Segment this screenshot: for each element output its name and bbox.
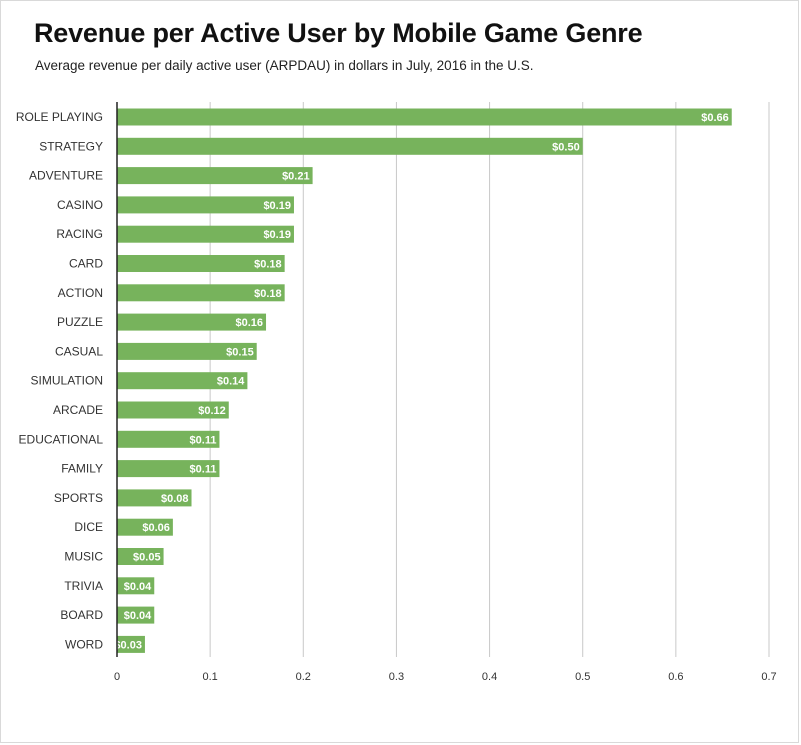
bar: [117, 518, 173, 536]
data-label: $0.11: [190, 464, 217, 476]
category-label: EDUCATIONAL: [19, 432, 104, 446]
category-label: SPORTS: [54, 491, 103, 505]
category-label: STRATEGY: [39, 139, 103, 153]
bars: $0.66 $0.50 $0.21 $0.19 $0.19 $0.18 $0.18 $0.16…: [114, 108, 732, 653]
data-label: $0.12: [198, 405, 226, 417]
category-label: DICE: [74, 520, 103, 534]
data-label: $0.19: [263, 200, 291, 212]
bar: [117, 167, 313, 185]
bar: [117, 342, 257, 360]
bar: [117, 460, 220, 478]
bar: [117, 284, 285, 302]
x-tick-label: 0.7: [761, 671, 776, 683]
bar: [117, 225, 294, 243]
category-label: ROLE PLAYING: [16, 110, 103, 124]
x-tick-label: 0.6: [668, 671, 683, 683]
x-tick-label: 0.5: [575, 671, 590, 683]
bar: [117, 489, 192, 507]
bar: [117, 577, 155, 595]
category-label: SIMULATION: [31, 374, 103, 388]
category-label: MUSIC: [64, 550, 103, 564]
x-tick-label: 0: [114, 671, 120, 683]
data-label: $0.04: [124, 610, 152, 622]
bar: [117, 108, 732, 126]
bar: [117, 255, 285, 272]
data-label: $0.66: [701, 112, 729, 124]
bar: [117, 401, 229, 419]
data-label: $0.50: [552, 141, 580, 153]
x-tick-label: 0.1: [202, 671, 217, 683]
data-label: $0.14: [217, 376, 245, 388]
data-label: $0.19: [263, 229, 291, 241]
chart-title: Revenue per Active User by Mobile Game G…: [34, 18, 643, 48]
data-label: $0.03: [114, 639, 142, 651]
category-label: ARCADE: [53, 403, 103, 417]
category-label: CASUAL: [55, 344, 103, 358]
category-label: BOARD: [60, 608, 103, 622]
bar: [117, 137, 583, 155]
x-tick-label: 0.4: [482, 671, 497, 683]
bar: [117, 196, 294, 214]
data-label: $0.18: [254, 259, 282, 271]
x-tick-label: 0.2: [296, 671, 311, 683]
category-labels: ROLE PLAYING STRATEGY ADVENTURE CASINO RACIN…: [16, 110, 103, 651]
category-label: WORD: [65, 637, 103, 651]
data-label: $0.15: [226, 346, 254, 358]
category-label: CARD: [69, 257, 103, 271]
bar: [117, 606, 155, 624]
data-label: $0.08: [161, 493, 189, 505]
bar: [117, 430, 220, 448]
bar: [117, 313, 267, 331]
chart-subtitle: Average revenue per daily active user (A…: [35, 58, 534, 73]
x-tick-label: 0.3: [389, 671, 404, 683]
category-label: PUZZLE: [57, 315, 103, 329]
gridlines: [209, 102, 770, 657]
bar: [117, 372, 248, 390]
data-label: $0.05: [133, 552, 161, 564]
category-label: RACING: [56, 227, 103, 241]
data-label: $0.11: [190, 434, 217, 446]
bar: [117, 635, 145, 653]
category-label: CASINO: [57, 198, 103, 212]
data-label: $0.06: [142, 522, 170, 534]
x-axis-ticks: 0 0.1 0.2 0.3 0.4 0.5 0.6 0.7: [114, 671, 777, 683]
category-label: ADVENTURE: [29, 169, 103, 183]
data-label: $0.04: [124, 581, 152, 593]
bar: [117, 548, 164, 565]
data-label: $0.16: [235, 317, 263, 329]
category-label: FAMILY: [61, 462, 103, 476]
data-label: $0.18: [254, 288, 282, 300]
data-label: $0.21: [282, 171, 310, 183]
category-label: TRIVIA: [64, 579, 103, 593]
category-label: ACTION: [58, 286, 103, 300]
